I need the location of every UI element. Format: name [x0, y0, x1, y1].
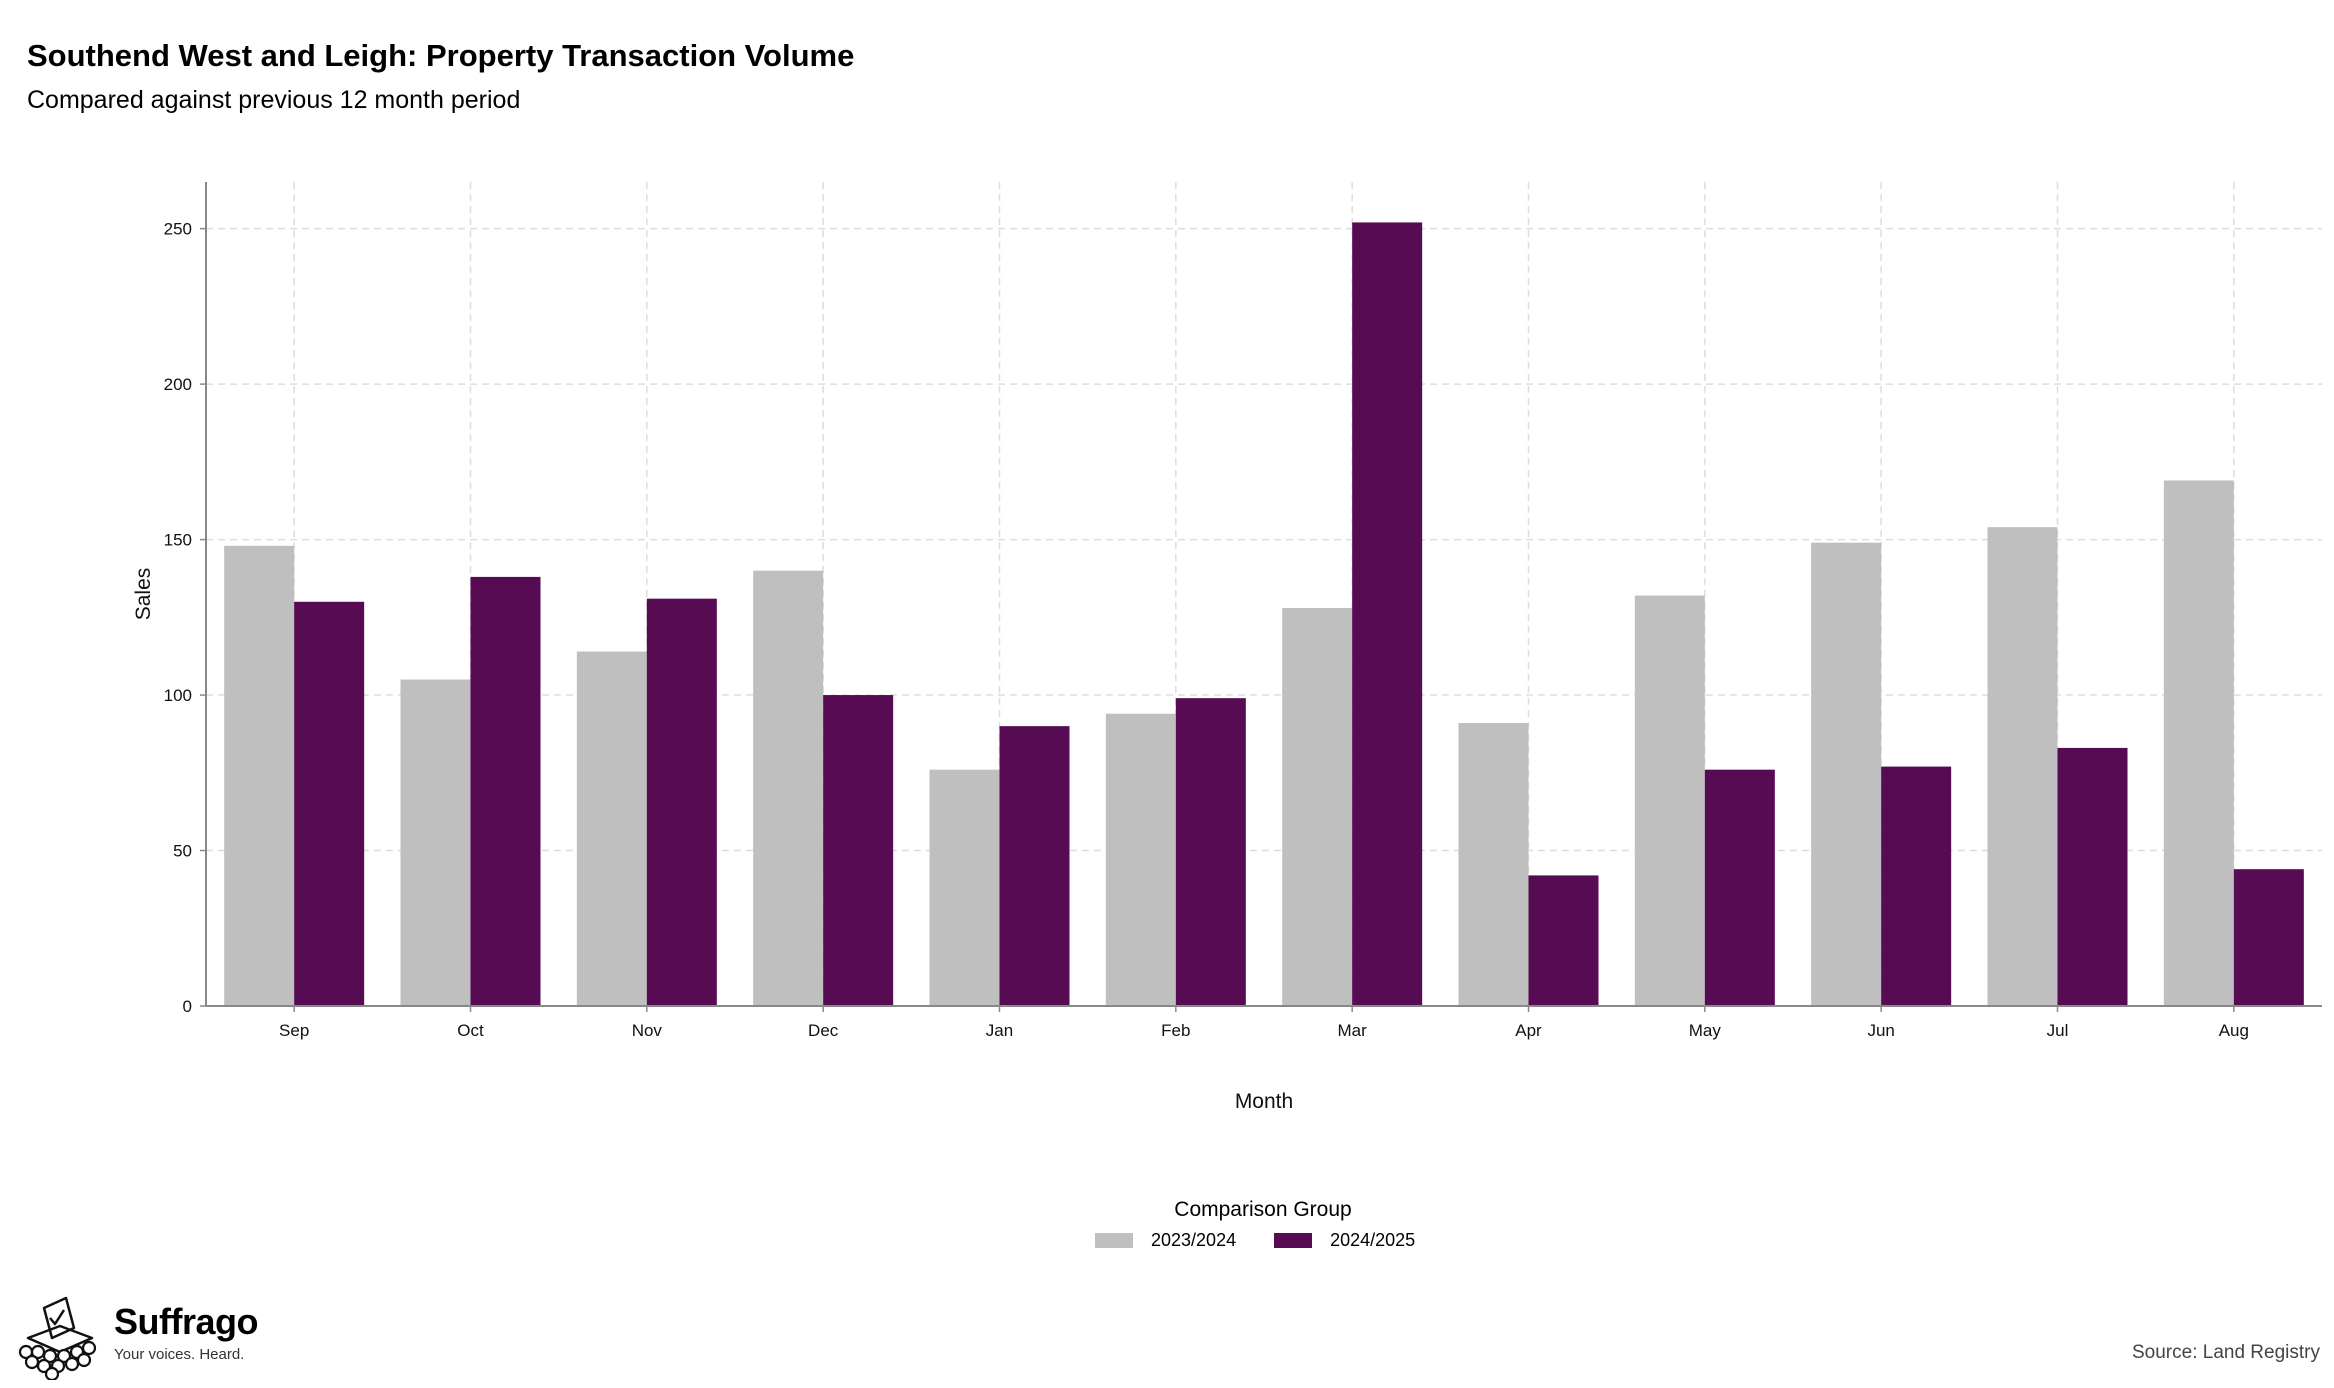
x-tick-label: Jan: [986, 1021, 1013, 1040]
brand-logo: Suffrago Your voices. Heard.: [14, 1290, 259, 1380]
source-note: Source: Land Registry: [2132, 1342, 2320, 1363]
bar-oct-series-1: [470, 576, 541, 1006]
x-tick-label: Feb: [1161, 1021, 1190, 1040]
bar-jul-series-1: [2057, 747, 2128, 1006]
x-axis-title: Month: [1235, 1090, 1293, 1113]
legend-item-2024-2025: 2024/2025: [1274, 1230, 1415, 1251]
x-tick-label: Dec: [808, 1021, 839, 1040]
ballot-box-icon: [18, 1296, 97, 1380]
x-tick-label: Aug: [2219, 1021, 2249, 1040]
legend-title: Comparison Group: [1174, 1198, 1352, 1221]
bar-aug-series-1: [2233, 869, 2304, 1006]
bar-nov-series-1: [646, 598, 717, 1006]
bar-mar-series-1: [1352, 222, 1423, 1007]
y-tick-label: 150: [164, 531, 192, 550]
bar-feb-series-1: [1175, 698, 1246, 1006]
bar-sep-series-0: [224, 545, 295, 1006]
brand-name: Suffrago: [114, 1301, 259, 1342]
tick-labels: 0 50 100 150 200 250 Sep Oct Nov Dec Jan Feb Mar Apr M…: [164, 220, 2249, 1040]
bar-aug-series-0: [2163, 480, 2234, 1007]
y-tick-label: 250: [164, 220, 192, 239]
bar-may-series-0: [1634, 595, 1705, 1006]
bar-jun-series-0: [1811, 542, 1882, 1006]
legend-label: 2023/2024: [1151, 1230, 1237, 1250]
chart-title: Southend West and Leigh: Property Transa…: [27, 38, 855, 73]
legend-swatch: [1274, 1233, 1313, 1248]
y-axis-title: Sales: [132, 568, 155, 621]
bar-jan-series-1: [999, 726, 1070, 1006]
legend-label: 2024/2025: [1330, 1230, 1416, 1250]
x-tick-label: Apr: [1515, 1021, 1542, 1040]
bar-may-series-1: [1704, 769, 1775, 1006]
legend: 2023/2024 2024/2025: [1095, 1230, 1453, 1251]
y-tick-label: 0: [183, 997, 192, 1016]
x-tick-label: Mar: [1338, 1021, 1368, 1040]
axes: [200, 182, 2322, 1012]
x-tick-label: Nov: [632, 1021, 663, 1040]
x-tick-label: May: [1689, 1021, 1722, 1040]
bar-oct-series-0: [400, 679, 471, 1006]
y-tick-label: 100: [164, 686, 192, 705]
x-tick-label: Sep: [279, 1021, 309, 1040]
x-tick-label: Oct: [457, 1021, 484, 1040]
chart-subtitle: Compared against previous 12 month perio…: [27, 86, 521, 114]
x-tick-label: Jul: [2047, 1021, 2069, 1040]
bar-mar-series-0: [1282, 607, 1353, 1006]
x-tick-label: Jun: [1867, 1021, 1894, 1040]
legend-item-2023-2024: 2023/2024: [1095, 1230, 1236, 1251]
y-tick-label: 200: [164, 375, 192, 394]
legend-swatch: [1095, 1233, 1133, 1248]
bar-jan-series-0: [929, 769, 1000, 1006]
bar-chart: 0 50 100 150 200 250 Sep Oct Nov Dec Jan Feb Mar Apr M…: [132, 182, 2322, 1113]
bar-jun-series-1: [1881, 766, 1952, 1006]
bar-dec-series-1: [823, 695, 894, 1006]
y-tick-label: 50: [173, 842, 192, 861]
bar-apr-series-0: [1458, 723, 1529, 1006]
bar-nov-series-0: [576, 651, 647, 1006]
bars: [224, 222, 2304, 1007]
bar-sep-series-1: [294, 601, 365, 1006]
bar-dec-series-0: [753, 570, 824, 1006]
bar-apr-series-1: [1528, 875, 1599, 1006]
bar-jul-series-0: [1987, 527, 2058, 1006]
bar-feb-series-0: [1105, 713, 1176, 1006]
brand-tagline: Your voices. Heard.: [114, 1346, 245, 1363]
